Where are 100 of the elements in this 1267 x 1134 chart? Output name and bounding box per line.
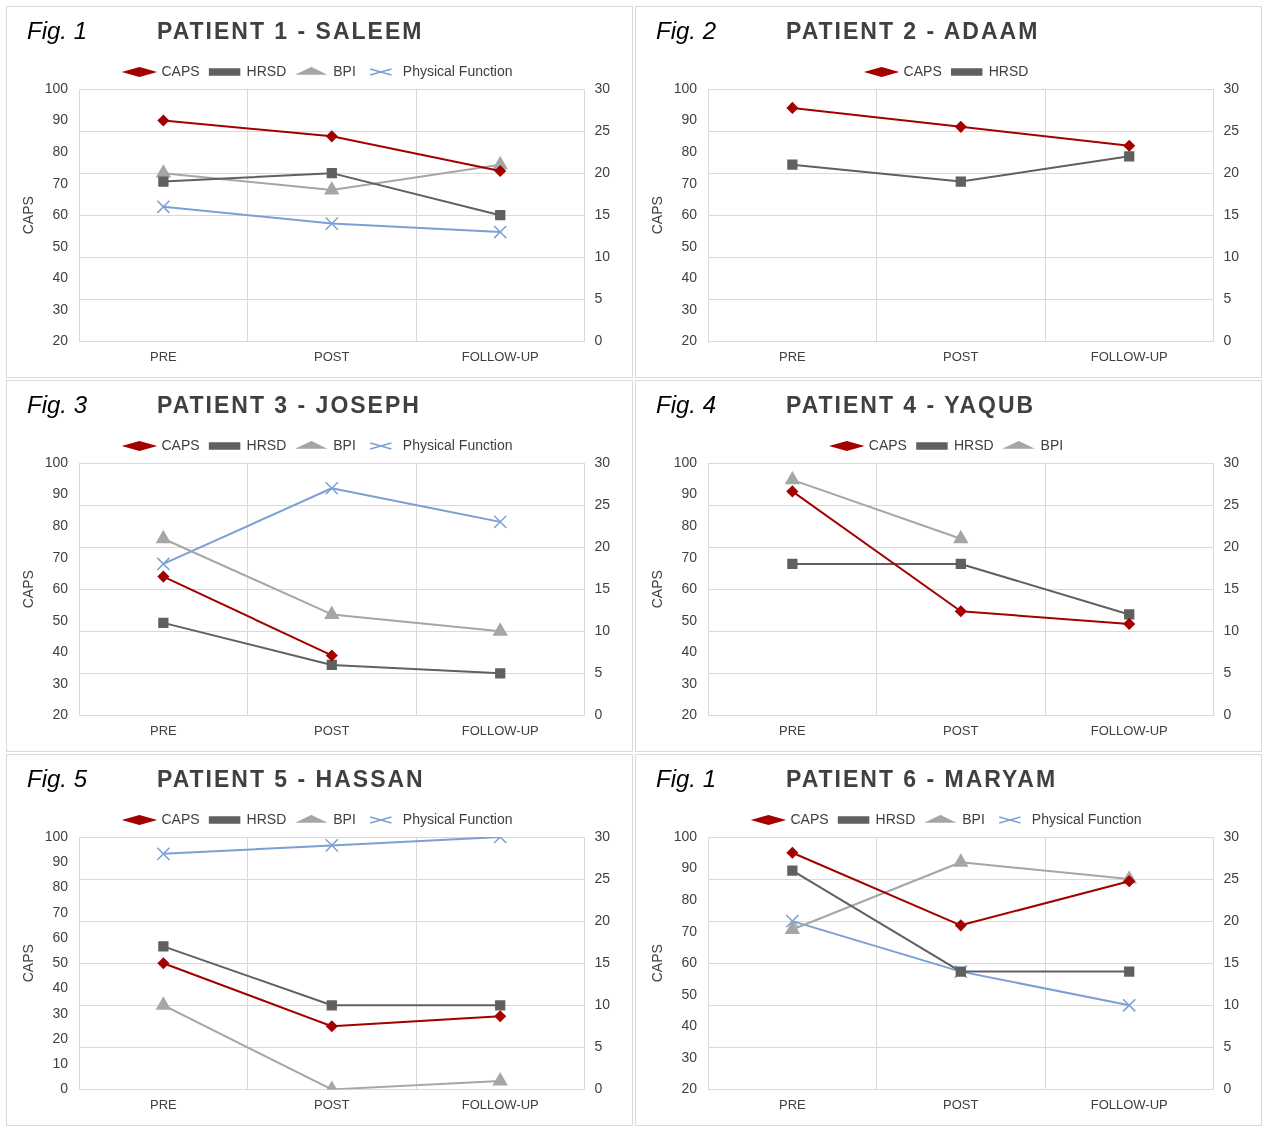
y2-tick-label: 30 xyxy=(1223,453,1240,470)
y-tick-label: 30 xyxy=(52,1004,69,1021)
y-tick-label: 50 xyxy=(52,237,69,254)
y2-tick-label: 0 xyxy=(1223,706,1232,723)
x-tick-label: FOLLOW-UP xyxy=(461,722,539,738)
y-tick-label: 30 xyxy=(681,674,698,691)
y-tick-label: 40 xyxy=(52,979,69,996)
y-tick-label: 100 xyxy=(44,453,69,470)
x-tick-label: FOLLOW-UP xyxy=(461,348,539,364)
legend-label: BPI xyxy=(962,810,985,827)
y-tick-label: 20 xyxy=(681,1080,698,1097)
x-tick-label: POST xyxy=(943,722,979,738)
y-tick-label: 30 xyxy=(52,674,69,691)
y2-tick-label: 25 xyxy=(1223,495,1240,512)
legend-label: BPI xyxy=(333,62,356,79)
y2-tick-label: 5 xyxy=(1223,664,1232,681)
y2-tick-label: 5 xyxy=(594,1038,603,1055)
legend-label: HRSD xyxy=(246,436,287,453)
y-axis-title: CAPS xyxy=(649,944,666,983)
y-tick-label: 100 xyxy=(673,453,698,470)
y2-tick-label: 10 xyxy=(594,996,611,1013)
y-tick-label: 100 xyxy=(44,827,69,844)
y-tick-label: 10 xyxy=(52,1055,69,1072)
y2-tick-label: 10 xyxy=(1223,996,1240,1013)
y-tick-label: 100 xyxy=(44,79,69,96)
legend-label: CAPS xyxy=(903,62,942,79)
y-tick-label: 0 xyxy=(60,1080,69,1097)
chart-title: PATIENT 5 - HASSAN xyxy=(157,765,425,793)
chart-title: PATIENT 1 - SALEEM xyxy=(157,17,424,45)
legend-label: Physical Function xyxy=(402,62,513,79)
y-axis-title: CAPS xyxy=(649,196,666,235)
x-tick-label: FOLLOW-UP xyxy=(1090,1096,1168,1112)
legend-label: HRSD xyxy=(246,62,287,79)
caption: Fig. 3 xyxy=(27,391,89,419)
y-tick-label: 60 xyxy=(52,928,69,945)
legend-label: CAPS xyxy=(868,436,907,453)
y2-tick-label: 0 xyxy=(594,706,603,723)
y2-tick-label: 20 xyxy=(594,537,611,554)
y-tick-label: 20 xyxy=(52,332,69,349)
y-tick-label: 70 xyxy=(681,548,698,565)
y2-tick-label: 30 xyxy=(594,453,611,470)
legend-label: CAPS xyxy=(161,810,200,827)
x-tick-label: FOLLOW-UP xyxy=(1090,722,1168,738)
y2-tick-label: 20 xyxy=(594,911,611,928)
chart-title: PATIENT 3 - JOSEPH xyxy=(157,391,421,419)
y-tick-label: 30 xyxy=(681,300,698,317)
y2-tick-label: 0 xyxy=(594,1080,603,1097)
y-tick-label: 70 xyxy=(681,922,698,939)
y-tick-label: 20 xyxy=(52,706,69,723)
y-tick-label: 50 xyxy=(681,237,698,254)
legend-label: Physical Function xyxy=(402,436,513,453)
legend-label: HRSD xyxy=(953,436,994,453)
x-tick-label: FOLLOW-UP xyxy=(1090,348,1168,364)
x-tick-label: PRE xyxy=(779,1096,807,1112)
y2-tick-label: 15 xyxy=(594,206,611,223)
x-tick-label: POST xyxy=(314,1096,350,1112)
y2-tick-label: 15 xyxy=(1223,206,1240,223)
y2-tick-label: 0 xyxy=(594,332,603,349)
y-axis-title: CAPS xyxy=(20,570,37,609)
y-axis-title: CAPS xyxy=(20,196,37,235)
y-tick-label: 90 xyxy=(52,485,69,502)
y2-tick-label: 20 xyxy=(594,163,611,180)
y-tick-label: 100 xyxy=(673,827,698,844)
y2-tick-label: 5 xyxy=(1223,290,1232,307)
y2-tick-label: 10 xyxy=(1223,248,1240,265)
y-tick-label: 70 xyxy=(52,903,69,920)
y-tick-label: 50 xyxy=(681,611,698,628)
legend-label: BPI xyxy=(1040,436,1064,453)
y-tick-label: 60 xyxy=(681,580,698,597)
y-tick-label: 80 xyxy=(52,516,69,533)
caption: Fig. 2 xyxy=(656,17,718,45)
x-tick-label: PRE xyxy=(150,1096,178,1112)
y-tick-label: 80 xyxy=(681,890,698,907)
chart-title: PATIENT 2 - ADAAM xyxy=(786,17,1040,45)
y-tick-label: 30 xyxy=(52,300,69,317)
y-tick-label: 90 xyxy=(52,853,69,870)
y-tick-label: 70 xyxy=(681,174,698,191)
caption: Fig. 1 xyxy=(27,17,89,45)
y-tick-label: 30 xyxy=(681,1048,698,1065)
y-tick-label: 40 xyxy=(52,269,69,286)
y-tick-label: 80 xyxy=(52,142,69,159)
x-tick-label: POST xyxy=(943,348,979,364)
y-tick-label: 100 xyxy=(673,79,698,96)
caption: Fig. 5 xyxy=(27,765,89,793)
y-tick-label: 20 xyxy=(52,1029,69,1046)
y2-tick-label: 15 xyxy=(594,954,611,971)
y-tick-label: 40 xyxy=(681,643,698,660)
x-tick-label: POST xyxy=(314,722,350,738)
y2-tick-label: 30 xyxy=(594,827,611,844)
y2-tick-label: 0 xyxy=(1223,1080,1232,1097)
chart-title: PATIENT 6 - MARYAM xyxy=(786,765,1058,793)
y-tick-label: 20 xyxy=(681,706,698,723)
x-tick-label: PRE xyxy=(150,722,178,738)
y-tick-label: 60 xyxy=(52,580,69,597)
y-tick-label: 40 xyxy=(52,643,69,660)
chart-title: PATIENT 4 - YAQUB xyxy=(786,391,1036,419)
y2-tick-label: 10 xyxy=(594,248,611,265)
x-tick-label: PRE xyxy=(779,348,807,364)
y-axis-title: CAPS xyxy=(20,944,37,983)
y-tick-label: 50 xyxy=(52,954,69,971)
